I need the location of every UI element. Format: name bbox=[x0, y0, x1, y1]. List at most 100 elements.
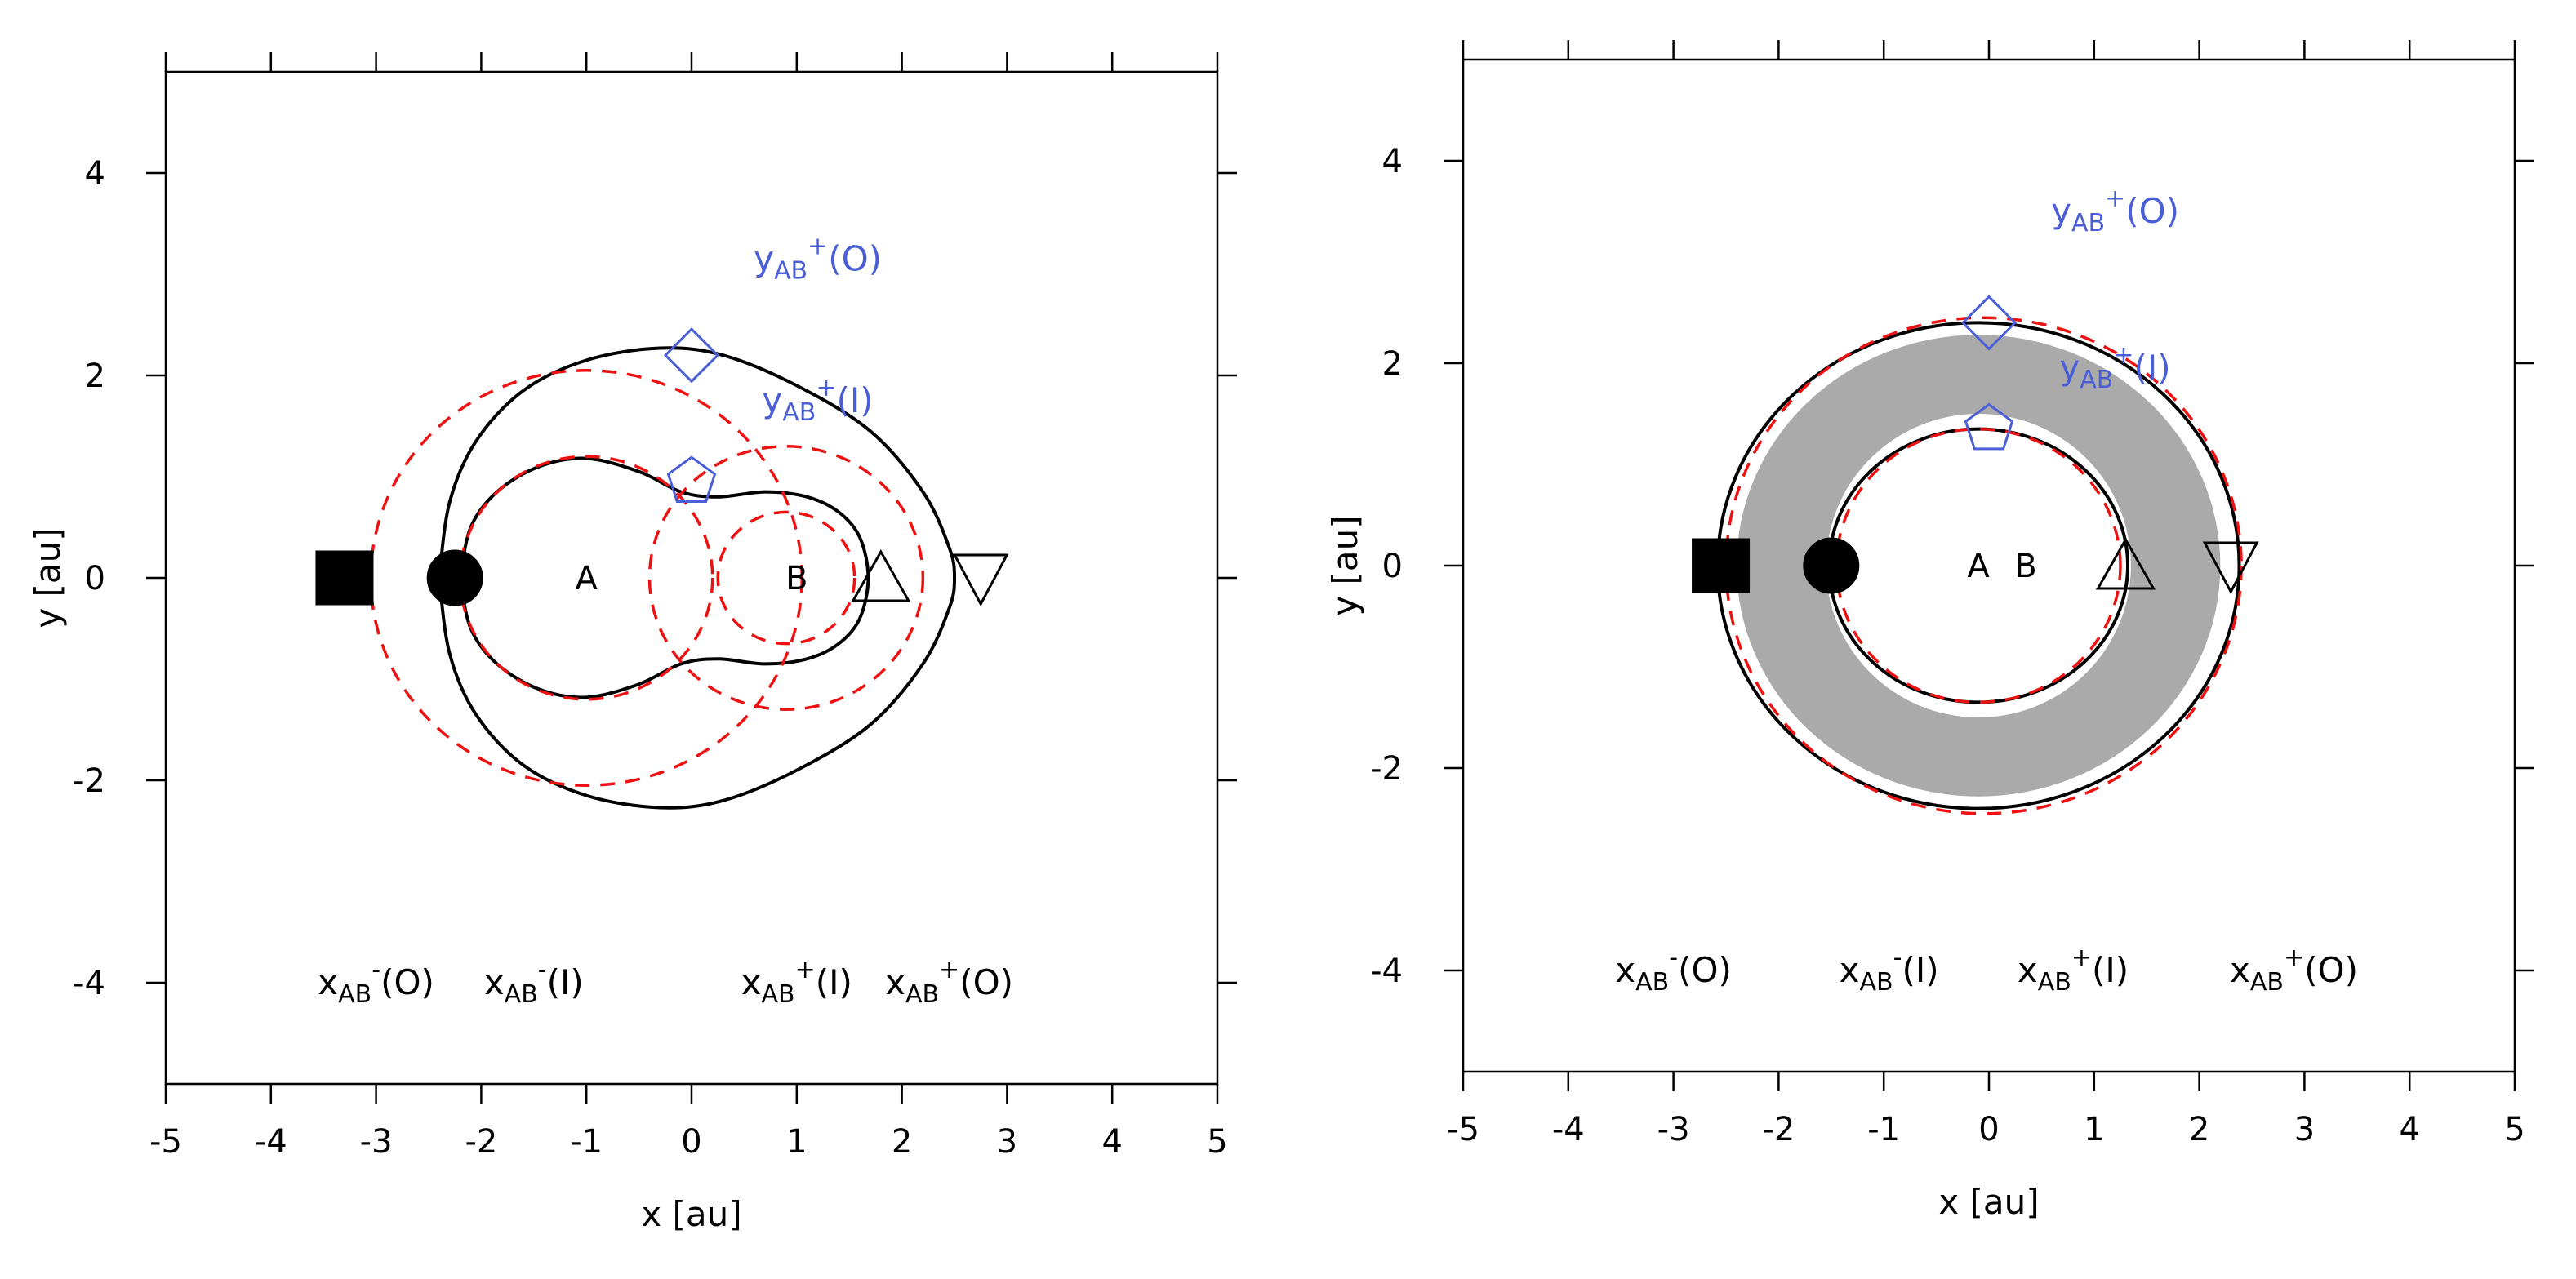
marker-square bbox=[315, 550, 374, 606]
x-axis-title: x [au] bbox=[1938, 1182, 2039, 1222]
x-tick-label: -4 bbox=[1552, 1111, 1585, 1148]
point-label-var: x bbox=[1840, 950, 1860, 990]
point-label: xAB-(I) bbox=[1840, 944, 1939, 997]
point-label-var: y bbox=[2051, 191, 2071, 231]
x-tick-label: 2 bbox=[892, 1123, 912, 1161]
point-label-paren: (O) bbox=[1678, 950, 1732, 990]
point-label-var: y bbox=[754, 238, 774, 278]
point-label-var: x bbox=[484, 962, 505, 1002]
x-tick-label: 4 bbox=[1101, 1123, 1122, 1161]
point-label-paren: (O) bbox=[2125, 191, 2179, 231]
x-tick-label: 0 bbox=[1978, 1111, 1999, 1148]
y-tick-label: -4 bbox=[1370, 953, 1403, 990]
point-label-sup: - bbox=[1893, 944, 1902, 972]
marker-circle bbox=[1803, 537, 1860, 594]
point-label-var: x bbox=[2230, 950, 2250, 990]
point-label-sup: + bbox=[939, 956, 959, 984]
marker-triangle-up bbox=[851, 548, 911, 602]
marker-triangle-up bbox=[2095, 536, 2156, 590]
point-label-sup: + bbox=[2105, 184, 2125, 213]
point-label-sub: AB bbox=[2080, 366, 2113, 394]
point-label: yAB+(O) bbox=[2051, 184, 2179, 238]
point-label-paren: (O) bbox=[959, 962, 1013, 1002]
x-tick-label: 0 bbox=[681, 1123, 701, 1161]
point-label-sup: - bbox=[1669, 944, 1678, 972]
y-tick-label: -2 bbox=[73, 762, 105, 800]
y-tick-label: 4 bbox=[1382, 143, 1403, 180]
point-label: xAB-(O) bbox=[1615, 944, 1732, 997]
x-tick-label: -1 bbox=[570, 1123, 603, 1161]
point-label-sub: AB bbox=[2071, 209, 2105, 238]
point-label: xAB-(I) bbox=[484, 956, 584, 1009]
point-label-paren: (I) bbox=[837, 380, 874, 420]
point-label-sup: + bbox=[2071, 944, 2092, 972]
point-label-sub: AB bbox=[338, 980, 371, 1009]
point-label-paren: (I) bbox=[1902, 950, 1938, 990]
point-label-sub: AB bbox=[905, 980, 939, 1009]
point-label-sub: AB bbox=[2250, 968, 2284, 997]
point-label-sub: AB bbox=[1635, 968, 1669, 997]
point-label-sub: AB bbox=[774, 256, 808, 285]
body-label-A: A bbox=[576, 560, 598, 597]
x-tick-label: -2 bbox=[1762, 1111, 1795, 1148]
point-label-paren: (I) bbox=[816, 962, 852, 1002]
x-tick-label: -2 bbox=[465, 1123, 497, 1161]
point-label-paren: (O) bbox=[380, 962, 434, 1002]
point-label: xAB+(O) bbox=[885, 956, 1013, 1009]
x-tick-label: -3 bbox=[1657, 1111, 1690, 1148]
point-label-var: y bbox=[2059, 348, 2080, 388]
marker-diamond bbox=[1960, 295, 2018, 351]
dashed-circle-3 bbox=[716, 510, 856, 646]
point-label-var: x bbox=[741, 962, 762, 1002]
point-label: xAB+(O) bbox=[2230, 944, 2358, 997]
x-tick-label: -3 bbox=[360, 1123, 393, 1161]
dashed-circle-2 bbox=[647, 445, 925, 711]
y-axis-title: y [au] bbox=[28, 527, 68, 628]
body-label-B: B bbox=[785, 560, 808, 597]
x-tick-label: 5 bbox=[1207, 1123, 1227, 1161]
x-tick-label: 3 bbox=[2294, 1111, 2315, 1148]
point-label-sub: AB bbox=[2038, 968, 2071, 997]
point-label-sup: + bbox=[2113, 341, 2133, 370]
marker-diamond bbox=[663, 327, 720, 384]
marker-square bbox=[1692, 538, 1751, 593]
x-tick-label: -4 bbox=[255, 1123, 287, 1161]
x-tick-label: 1 bbox=[2084, 1111, 2104, 1148]
y-tick-label: 4 bbox=[85, 155, 105, 193]
point-label-sub: AB bbox=[505, 980, 538, 1009]
point-label-sup: - bbox=[371, 956, 380, 984]
body-label-B: B bbox=[2014, 548, 2036, 585]
marker-pentagon bbox=[666, 455, 717, 503]
point-label-sub: AB bbox=[782, 398, 816, 427]
y-tick-label: -2 bbox=[1370, 750, 1403, 788]
point-label-var: x bbox=[885, 962, 905, 1002]
y-tick-label: 2 bbox=[1382, 345, 1403, 383]
habitable-band bbox=[1736, 335, 2221, 797]
point-label-var: x bbox=[2018, 950, 2038, 990]
point-label-paren: (I) bbox=[2092, 950, 2129, 990]
point-label-sub: AB bbox=[762, 980, 795, 1009]
x-tick-label: 2 bbox=[2189, 1111, 2209, 1148]
point-label-var: x bbox=[318, 962, 338, 1002]
x-tick-label: 4 bbox=[2399, 1111, 2419, 1148]
point-label-paren: (I) bbox=[2134, 348, 2171, 388]
point-label-sub: AB bbox=[1860, 968, 1893, 997]
x-tick-label: 5 bbox=[2504, 1111, 2525, 1148]
point-label: yAB+(O) bbox=[754, 232, 882, 285]
point-label-var: x bbox=[1615, 950, 1635, 990]
point-label-sup: + bbox=[2284, 944, 2304, 972]
point-label-paren: (O) bbox=[2304, 950, 2358, 990]
point-label-sup: + bbox=[808, 232, 828, 260]
point-label: xAB-(O) bbox=[318, 956, 434, 1009]
point-label: xAB+(I) bbox=[2018, 944, 2129, 997]
point-label: xAB+(I) bbox=[741, 956, 852, 1009]
marker-circle bbox=[426, 549, 483, 606]
solid-curve-1 bbox=[458, 456, 870, 699]
y-axis-title: y [au] bbox=[1325, 515, 1365, 615]
point-label-var: y bbox=[762, 380, 782, 420]
y-tick-label: 2 bbox=[85, 357, 105, 395]
point-label-sup: + bbox=[816, 374, 836, 402]
